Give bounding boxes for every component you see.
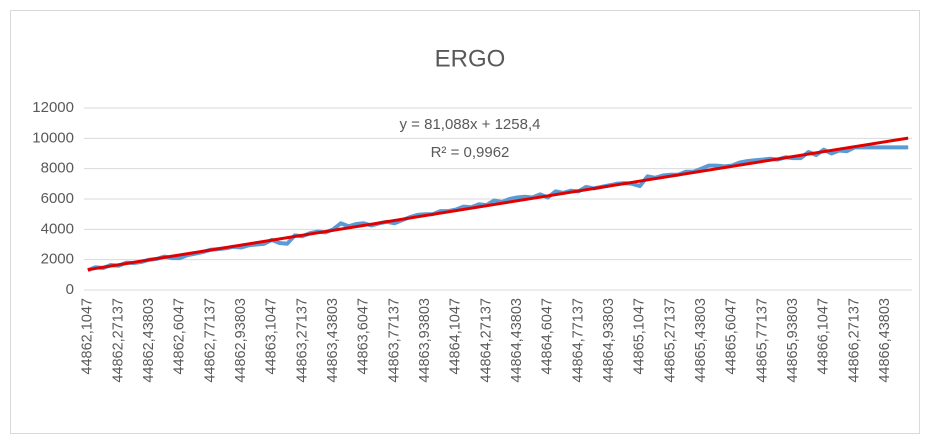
x-tick-label: 44865,6047 bbox=[724, 298, 740, 375]
x-tick-label: 44863,43803 bbox=[325, 298, 341, 383]
trendline bbox=[87, 136, 909, 272]
x-tick-label: 44865,77137 bbox=[754, 298, 770, 383]
x-tick-label: 44862,43803 bbox=[141, 298, 157, 383]
trendline-equation: y = 81,088x + 1258,4 bbox=[400, 116, 541, 133]
x-tick-label: 44863,6047 bbox=[356, 298, 372, 375]
trendline-r-squared: R² = 0,9962 bbox=[431, 144, 510, 161]
x-tick-label: 44862,77137 bbox=[202, 298, 218, 383]
y-tick-label: 2000 bbox=[41, 251, 74, 268]
x-tick-label: 44866,43803 bbox=[877, 298, 893, 383]
x-tick-label: 44864,27137 bbox=[478, 298, 494, 383]
chart-frame bbox=[10, 10, 920, 434]
x-tick-label: 44863,77137 bbox=[386, 298, 402, 383]
y-tick-label: 0 bbox=[66, 281, 74, 298]
x-tick-label: 44865,93803 bbox=[785, 298, 801, 383]
x-tick-label: 44863,93803 bbox=[417, 298, 433, 383]
x-tick-label: 44862,1047 bbox=[80, 298, 96, 375]
x-tick-label: 44864,1047 bbox=[448, 298, 464, 375]
x-tick-label: 44865,43803 bbox=[693, 298, 709, 383]
x-tick-label: 44865,27137 bbox=[662, 298, 678, 383]
y-tick-label: 6000 bbox=[41, 190, 74, 207]
x-tick-label: 44866,27137 bbox=[846, 298, 862, 383]
x-tick-label: 44866,1047 bbox=[816, 298, 832, 375]
y-tick-label: 10000 bbox=[32, 129, 74, 146]
chart-title: ERGO bbox=[435, 45, 506, 72]
x-tick-label: 44865,1047 bbox=[632, 298, 648, 375]
x-tick-label: 44862,27137 bbox=[110, 298, 126, 383]
x-tick-label: 44863,1047 bbox=[264, 298, 280, 375]
y-tick-label: 8000 bbox=[41, 160, 74, 177]
x-tick-label: 44864,6047 bbox=[540, 298, 556, 375]
x-tick-label: 44864,77137 bbox=[570, 298, 586, 383]
x-tick-label: 44864,93803 bbox=[601, 298, 617, 383]
y-tick-label: 4000 bbox=[41, 220, 74, 237]
x-tick-label: 44862,6047 bbox=[172, 298, 188, 375]
x-tick-label: 44862,93803 bbox=[233, 298, 249, 383]
y-tick-label: 12000 bbox=[32, 99, 74, 116]
x-tick-label: 44864,43803 bbox=[509, 298, 525, 383]
x-tick-label: 44863,27137 bbox=[294, 298, 310, 383]
